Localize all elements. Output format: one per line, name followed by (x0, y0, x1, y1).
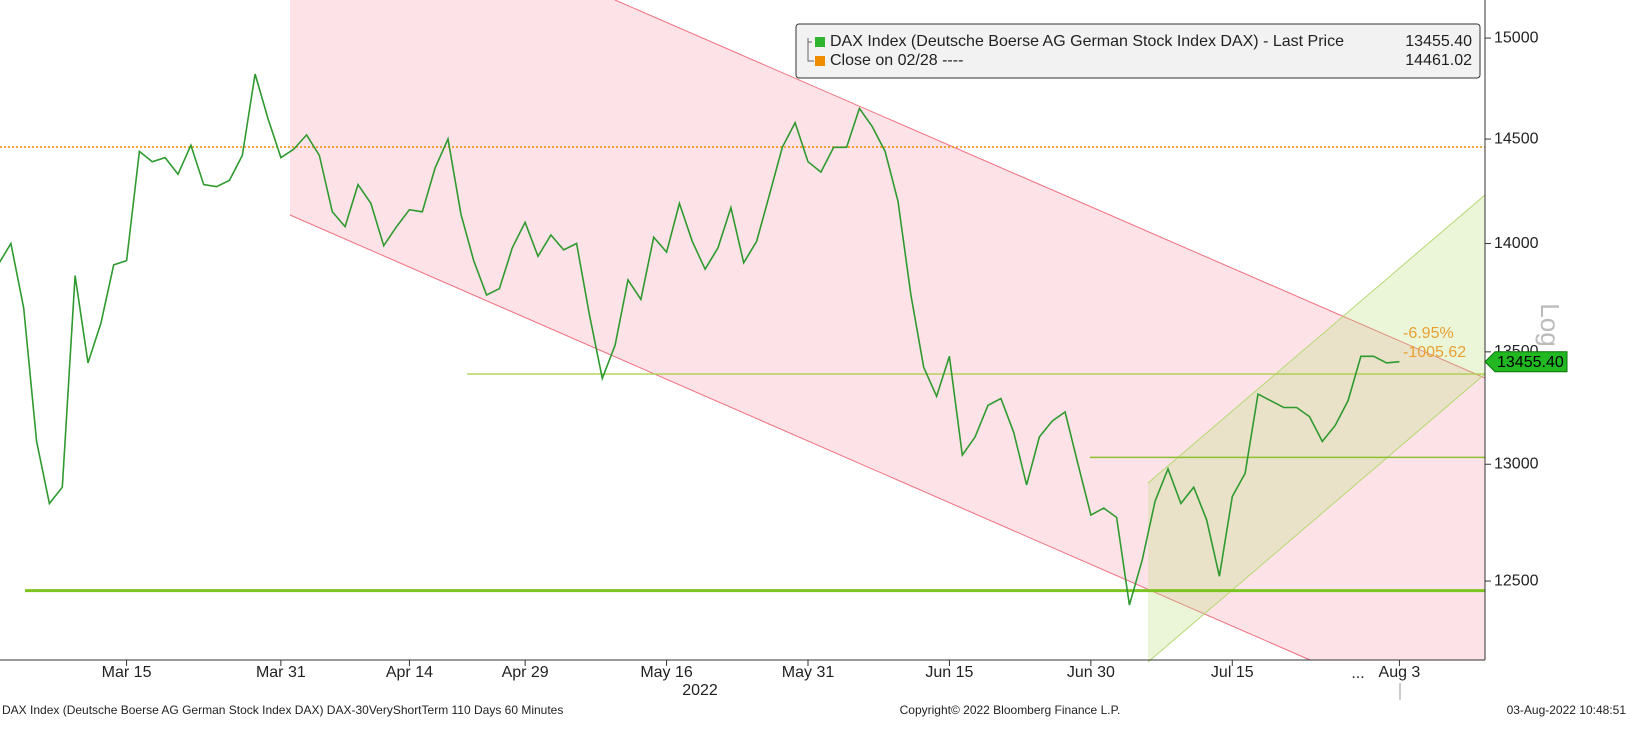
legend-label: DAX Index (Deutsche Boerse AG German Sto… (830, 33, 1344, 50)
legend-swatch (815, 37, 825, 47)
x-tick-label: May 16 (640, 664, 693, 681)
x-tick-label: Mar 15 (102, 664, 152, 681)
footer-right: 03-Aug-2022 10:48:51 (1507, 703, 1627, 717)
annotation: -1005.62 (1403, 344, 1466, 361)
y-tick-label: 15000 (1494, 29, 1539, 46)
y-tick-label: 13000 (1494, 455, 1539, 472)
footer-left: DAX Index (Deutsche Boerse AG German Sto… (2, 703, 563, 717)
ellipsis: ... (1351, 665, 1364, 682)
price-line (0, 73, 1400, 606)
annotation: -6.95% (1403, 325, 1454, 342)
axis-title: Log (1535, 303, 1565, 346)
x-tick-label: Mar 31 (256, 664, 306, 681)
legend-value: 14461.02 (1405, 52, 1472, 69)
legend-value: 13455.40 (1405, 33, 1472, 50)
y-tick-label: 14500 (1494, 130, 1539, 147)
downtrend-channel (290, 0, 1485, 660)
legend (795, 23, 1481, 79)
last-price-tag (1484, 351, 1568, 373)
footer-center: Copyright© 2022 Bloomberg Finance L.P. (900, 703, 1121, 717)
year-label: 2022 (682, 682, 718, 699)
legend-bracket (807, 38, 814, 62)
channel-line (1147, 194, 1486, 484)
y-tick-label: 14000 (1494, 235, 1539, 252)
channel-line (1147, 373, 1486, 663)
y-tick-label: 12500 (1494, 572, 1539, 589)
x-tick-label: Apr 14 (386, 664, 433, 681)
channel-line (614, 0, 1486, 379)
x-tick-label: Apr 29 (502, 664, 549, 681)
last-price-label: 13455.40 (1497, 354, 1564, 371)
legend-swatch (815, 56, 825, 66)
x-tick-label: May 31 (782, 664, 835, 681)
x-tick-label: Jun 30 (1067, 664, 1115, 681)
legend-label: Close on 02/28 ---- (830, 52, 963, 69)
channel-line (289, 214, 1311, 661)
x-tick-label: Jun 15 (925, 664, 973, 681)
x-tick-label: Jul 15 (1211, 664, 1254, 681)
x-tick-label: Aug 3 (1379, 664, 1421, 681)
